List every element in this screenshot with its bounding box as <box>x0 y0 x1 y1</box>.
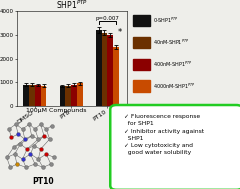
Text: *: * <box>117 28 122 37</box>
FancyBboxPatch shape <box>110 105 240 189</box>
Text: 40nM-SHP1$^{PTP}$: 40nM-SHP1$^{PTP}$ <box>153 38 189 47</box>
Text: 100μM Compounds: 100μM Compounds <box>26 108 87 113</box>
Bar <box>133 15 150 26</box>
Bar <box>41 86 47 106</box>
Bar <box>133 37 150 48</box>
Text: PT10: PT10 <box>32 177 54 186</box>
Text: 4000nM-SHP1$^{PTP}$: 4000nM-SHP1$^{PTP}$ <box>153 81 196 91</box>
Bar <box>113 47 119 106</box>
Text: ✓ Fluorescence response
  for SHP1
✓ Inhibitor activity against
  SHP1
✓ Low cyt: ✓ Fluorescence response for SHP1 ✓ Inhib… <box>124 114 204 155</box>
Bar <box>71 85 77 106</box>
Bar <box>65 86 71 106</box>
Bar <box>29 85 35 106</box>
Bar <box>133 80 150 92</box>
Bar <box>35 85 41 106</box>
Text: p=0.007: p=0.007 <box>95 16 119 21</box>
Bar <box>96 30 102 106</box>
Text: 400nM-SHP1$^{PTP}$: 400nM-SHP1$^{PTP}$ <box>153 60 192 69</box>
Bar <box>102 33 107 106</box>
Bar <box>23 85 29 106</box>
Bar <box>133 59 150 70</box>
Text: 0-SHP1$^{PTP}$: 0-SHP1$^{PTP}$ <box>153 16 179 26</box>
Bar <box>107 35 113 106</box>
Bar <box>60 86 65 106</box>
Title: SHP1$^{PTP}$: SHP1$^{PTP}$ <box>56 0 88 11</box>
Bar <box>77 83 83 106</box>
